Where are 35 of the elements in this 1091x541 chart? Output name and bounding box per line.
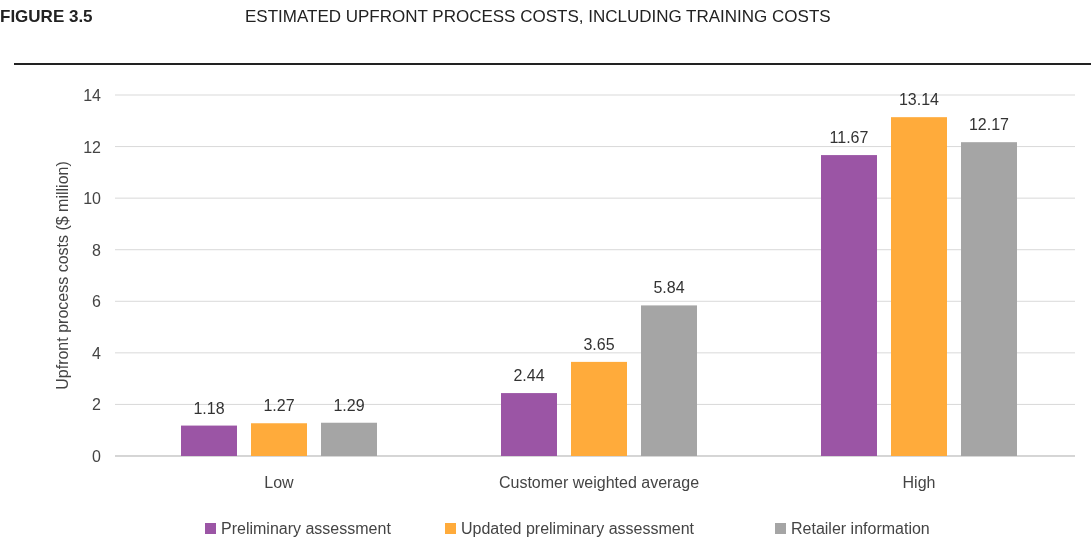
legend-label: Retailer information [791,520,930,537]
bar [501,393,557,456]
bar [891,117,947,456]
legend-label: Preliminary assessment [221,520,392,537]
x-tick-label: Low [264,474,295,491]
legend-label: Updated preliminary assessment [461,520,695,537]
bar [961,142,1017,456]
bar [821,155,877,456]
y-tick-label: 6 [92,293,102,311]
data-label: 2.44 [513,367,545,385]
x-tick-label: Customer weighted average [498,474,700,491]
y-axis-title: Upfront process costs ($ million) [54,161,71,390]
bar [251,423,307,456]
y-tick-label: 12 [83,138,102,156]
y-tick-label: 0 [92,448,102,465]
data-label: 5.84 [653,279,685,297]
y-tick-label: 14 [83,87,102,104]
y-tick-label: 10 [83,190,102,208]
y-tick-label: 2 [92,396,102,414]
y-tick-label: 8 [92,241,102,259]
data-label: 13.14 [898,91,940,109]
chart-title: FIGURE 3.5 [0,7,93,26]
data-label: 1.29 [333,396,365,414]
bar [641,305,697,456]
data-label: 11.67 [829,129,869,147]
data-label: 1.27 [263,397,295,415]
data-label: 3.65 [583,335,615,353]
data-label: 1.18 [193,399,225,417]
bar [321,422,377,456]
chart-subtitle: ESTIMATED UPFRONT PROCESS COSTS, INCLUDING TRAINING COSTS [245,7,831,26]
bar [571,361,627,456]
x-tick-label: High [902,474,936,491]
y-tick-label: 4 [92,344,102,362]
data-label: 12.17 [968,116,1010,134]
bar [181,425,237,456]
